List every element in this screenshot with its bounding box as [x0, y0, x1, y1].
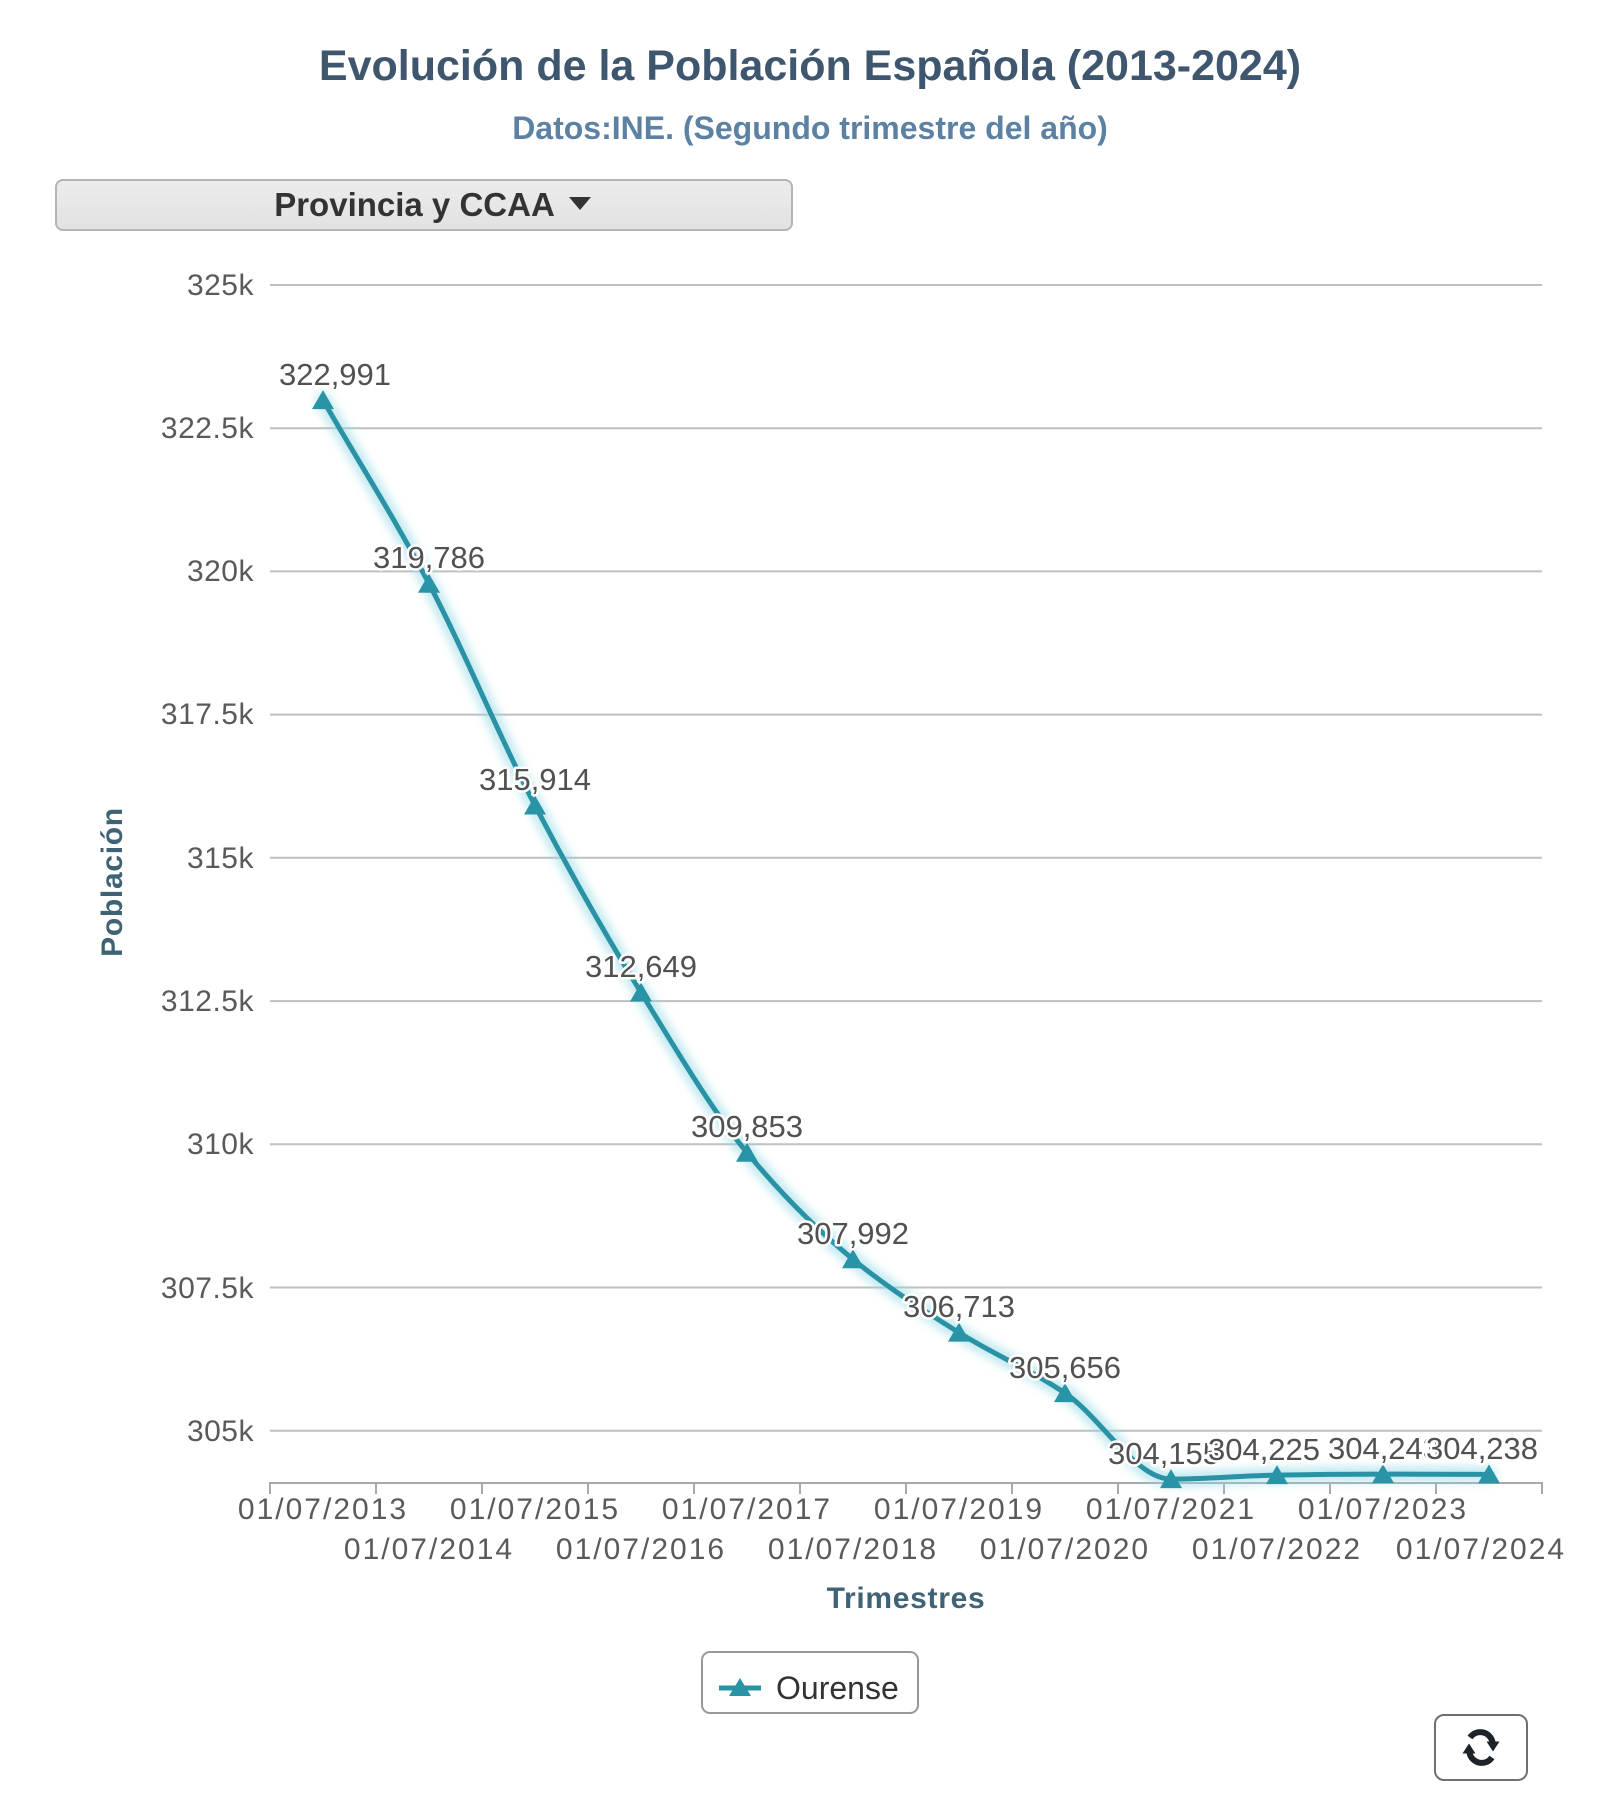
- svg-text:320k: 320k: [187, 555, 255, 588]
- svg-text:01/07/2018: 01/07/2018: [768, 1533, 938, 1566]
- svg-text:01/07/2024: 01/07/2024: [1396, 1533, 1566, 1566]
- svg-text:319,786: 319,786: [373, 540, 485, 575]
- svg-text:305,656: 305,656: [1009, 1350, 1121, 1385]
- svg-text:315k: 315k: [187, 842, 255, 875]
- svg-text:01/07/2015: 01/07/2015: [450, 1493, 620, 1526]
- svg-text:Ourense: Ourense: [776, 1670, 899, 1706]
- svg-text:01/07/2020: 01/07/2020: [980, 1533, 1150, 1566]
- svg-text:315,914: 315,914: [479, 762, 591, 797]
- svg-text:01/07/2014: 01/07/2014: [344, 1533, 514, 1566]
- svg-text:304,238: 304,238: [1426, 1431, 1538, 1466]
- svg-text:322,991: 322,991: [279, 357, 391, 392]
- svg-text:01/07/2019: 01/07/2019: [874, 1493, 1044, 1526]
- svg-text:304,155: 304,155: [1108, 1436, 1220, 1471]
- svg-text:310k: 310k: [187, 1128, 255, 1161]
- svg-text:01/07/2017: 01/07/2017: [662, 1493, 832, 1526]
- svg-text:Población: Población: [96, 807, 129, 957]
- svg-text:01/07/2021: 01/07/2021: [1086, 1493, 1256, 1526]
- svg-text:307,992: 307,992: [797, 1216, 909, 1251]
- svg-text:Trimestres: Trimestres: [827, 1582, 986, 1615]
- svg-text:307.5k: 307.5k: [161, 1272, 255, 1305]
- svg-text:305k: 305k: [187, 1415, 255, 1448]
- svg-text:306,713: 306,713: [903, 1289, 1015, 1324]
- svg-text:01/07/2016: 01/07/2016: [556, 1533, 726, 1566]
- svg-text:325k: 325k: [187, 269, 255, 302]
- svg-text:322.5k: 322.5k: [161, 412, 255, 445]
- svg-text:01/07/2013: 01/07/2013: [238, 1493, 408, 1526]
- svg-text:304,225: 304,225: [1208, 1432, 1320, 1467]
- svg-text:317.5k: 317.5k: [161, 698, 255, 731]
- svg-text:312,649: 312,649: [585, 949, 697, 984]
- svg-text:01/07/2022: 01/07/2022: [1192, 1533, 1362, 1566]
- svg-text:312.5k: 312.5k: [161, 985, 255, 1018]
- svg-text:309,853: 309,853: [691, 1109, 803, 1144]
- svg-text:01/07/2023: 01/07/2023: [1298, 1493, 1468, 1526]
- svg-text:304,243: 304,243: [1328, 1431, 1440, 1466]
